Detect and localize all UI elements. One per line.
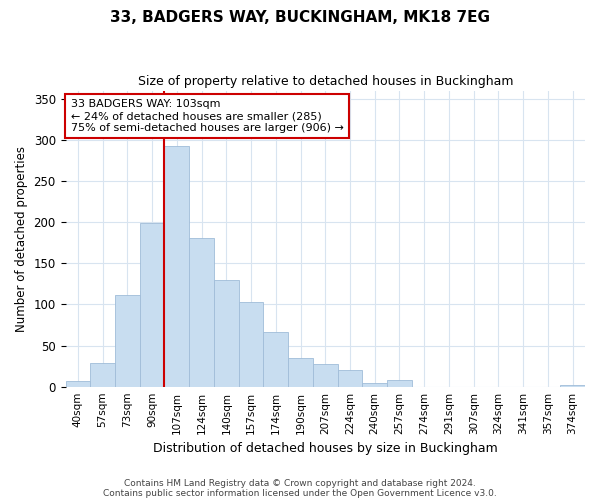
Bar [560,385,585,386]
Text: Contains public sector information licensed under the Open Government Licence v3: Contains public sector information licen… [103,488,497,498]
Y-axis label: Number of detached properties: Number of detached properties [15,146,28,332]
Bar [65,381,90,386]
Bar [115,296,140,386]
Bar [263,332,288,386]
Title: Size of property relative to detached houses in Buckingham: Size of property relative to detached ho… [137,75,513,88]
Bar [239,302,263,386]
Text: 33 BADGERS WAY: 103sqm
← 24% of detached houses are smaller (285)
75% of semi-de: 33 BADGERS WAY: 103sqm ← 24% of detached… [71,100,344,132]
Text: 33, BADGERS WAY, BUCKINGHAM, MK18 7EG: 33, BADGERS WAY, BUCKINGHAM, MK18 7EG [110,10,490,25]
X-axis label: Distribution of detached houses by size in Buckingham: Distribution of detached houses by size … [153,442,497,455]
Bar [362,382,387,386]
Bar [387,380,412,386]
Bar [164,146,189,386]
Bar [140,223,164,386]
Bar [313,364,338,386]
Text: Contains HM Land Registry data © Crown copyright and database right 2024.: Contains HM Land Registry data © Crown c… [124,478,476,488]
Bar [90,363,115,386]
Bar [288,358,313,386]
Bar [189,238,214,386]
Bar [338,370,362,386]
Bar [214,280,239,386]
